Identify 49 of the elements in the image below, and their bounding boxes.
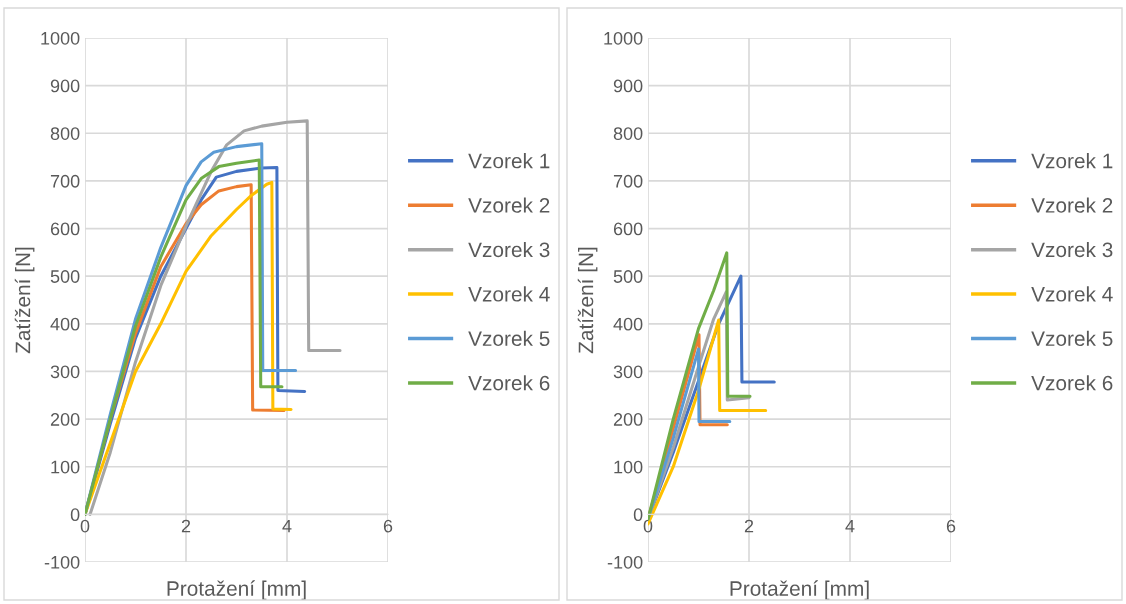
- legend-label: Vzorek 5: [468, 330, 550, 347]
- y-tick-label: 200: [613, 413, 643, 426]
- legend-label: Vzorek 4: [468, 286, 550, 302]
- legend-label: Vzorek 6: [1031, 375, 1113, 391]
- x-tick-label: 4: [282, 519, 292, 533]
- y-tick-label: 100: [614, 460, 643, 474]
- y-tick-label: 700: [613, 174, 643, 188]
- y-tick-label: 600: [50, 222, 80, 236]
- legend-label: Vzorek 3: [1031, 241, 1113, 258]
- y-axis-title: Zatížení [N]: [577, 247, 598, 354]
- y-tick-label: 500: [613, 270, 643, 283]
- y-tick-label: 1000: [604, 31, 643, 45]
- y-tick-label: 800: [613, 127, 643, 140]
- x-tick-label: 6: [946, 519, 956, 533]
- x-tick-label: 2: [181, 519, 191, 533]
- y-tick-label: 700: [50, 174, 80, 188]
- y-tick-label: 800: [50, 127, 80, 140]
- legend-label: Vzorek 4: [1031, 286, 1113, 302]
- y-tick-label: 1000: [41, 31, 80, 45]
- legend-label: Vzorek 1: [1031, 153, 1113, 169]
- legend-label: Vzorek 5: [1031, 330, 1113, 347]
- x-axis-title: Protažení [mm]: [167, 580, 306, 600]
- y-tick-label: -100: [607, 555, 643, 569]
- y-tick-label: 100: [51, 460, 80, 474]
- y-tick-label: 400: [50, 317, 80, 331]
- y-tick-label: 600: [613, 222, 643, 236]
- x-tick-label: 6: [383, 519, 393, 533]
- y-tick-label: 500: [50, 270, 80, 283]
- x-tick-label: 0: [80, 519, 90, 533]
- y-tick-label: 300: [50, 365, 80, 379]
- line-series: [648, 251, 752, 521]
- x-tick-label: 4: [845, 519, 855, 533]
- y-tick-label: -100: [44, 555, 80, 569]
- x-tick-label: 2: [744, 519, 754, 533]
- y-tick-label: 900: [50, 79, 80, 93]
- line-series: [88, 119, 342, 516]
- x-axis-title: Protažení [mm]: [730, 580, 869, 600]
- legend-label: Vzorek 1: [468, 153, 550, 169]
- y-tick-label: 0: [633, 508, 643, 522]
- y-axis-title: Zatížení [N]: [14, 247, 35, 354]
- y-tick-label: 300: [613, 365, 643, 379]
- y-tick-label: 200: [50, 413, 80, 426]
- y-tick-label: 400: [613, 317, 643, 331]
- y-tick-label: 900: [613, 79, 643, 93]
- legend-label: Vzorek 2: [468, 197, 550, 213]
- legend-label: Vzorek 2: [1031, 197, 1113, 213]
- legend-label: Vzorek 6: [468, 375, 550, 391]
- legend-label: Vzorek 3: [468, 241, 550, 258]
- y-tick-label: 0: [70, 508, 80, 522]
